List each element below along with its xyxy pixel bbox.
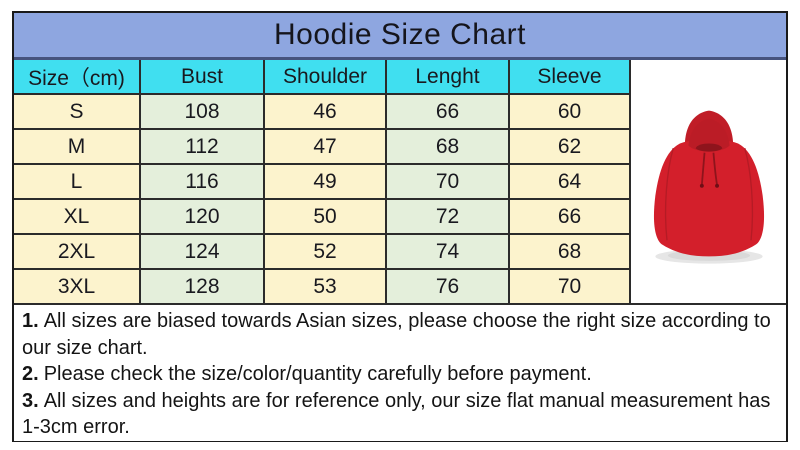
header-length: Lenght [385,60,510,95]
note-text: Please check the size/color/quantity car… [43,363,592,386]
header-bust: Bust [139,60,265,95]
note-number: 3. [22,389,39,412]
table-row: 2XL 124 52 74 68 [14,233,631,270]
cell-bust: 116 [139,163,265,200]
cell-sleeve: 68 [508,233,631,270]
cell-shoulder: 52 [263,233,387,270]
chart-title-bar: Hoodie Size Chart [14,13,786,60]
cell-shoulder: 46 [263,93,387,130]
size-chart-panel: Hoodie Size Chart Size（cm) Bust Shoulder… [12,11,788,442]
table-row: XL 120 50 72 66 [14,198,631,235]
note-line: 3. All sizes and heights are for referenc… [22,388,778,441]
cell-length: 70 [385,163,510,200]
cell-bust: 124 [139,233,265,270]
drawstring-tip-left [699,183,704,188]
cell-shoulder: 49 [263,163,387,200]
cell-sleeve: 70 [508,268,631,303]
cell-bust: 112 [139,128,265,165]
table-row: L 116 49 70 64 [14,163,631,200]
cell-sleeve: 62 [508,128,631,165]
drawstring-tip-right [714,183,719,188]
cell-size: XL [14,198,141,235]
cell-shoulder: 50 [263,198,387,235]
cell-size: M [14,128,141,165]
hoodie-drawstring-left [700,152,705,185]
size-table: Size（cm) Bust Shoulder Lenght Sleeve S 1… [14,60,631,303]
cell-size: 2XL [14,233,141,270]
cell-sleeve: 64 [508,163,631,200]
cell-sleeve: 66 [508,198,631,235]
note-line: 2. Please check the size/color/quantity c… [22,361,778,388]
cell-length: 68 [385,128,510,165]
header-shoulder: Shoulder [263,60,387,95]
cell-shoulder: 53 [263,268,387,303]
red-hoodie-image [653,110,764,264]
hoodie-hood-rim [687,118,730,152]
hoodie-hood-inner [695,143,722,152]
cell-length: 74 [385,233,510,270]
note-text: All sizes and heights are for reference … [22,389,771,439]
header-size: Size（cm) [14,60,141,95]
product-photo-panel [631,60,786,303]
hoodie-drawstring-right [712,152,718,186]
sleeve-seam-left [664,148,674,241]
cell-shoulder: 47 [263,128,387,165]
cell-sleeve: 60 [508,93,631,130]
note-number: 1. [22,310,39,332]
cell-bust: 128 [139,268,265,303]
cell-size: 3XL [14,268,141,303]
cell-bust: 108 [139,93,265,130]
cell-length: 76 [385,268,510,303]
table-row: M 112 47 68 62 [14,128,631,165]
note-text: All sizes are biased towards Asian sizes… [22,310,771,359]
table-row: 3XL 128 53 76 70 [14,268,631,303]
table-header-row: Size（cm) Bust Shoulder Lenght Sleeve [14,60,631,95]
header-sleeve: Sleeve [508,60,631,95]
hoodie-body [653,139,764,257]
note-line: 1. All sizes are biased towards Asian siz… [22,308,778,361]
chart-title: Hoodie Size Chart [274,18,526,51]
sleeve-seam-right [743,148,753,241]
table-zone: Size（cm) Bust Shoulder Lenght Sleeve S 1… [14,60,786,303]
size-chart-notes: 1. All sizes are biased towards Asian siz… [14,303,786,441]
cell-length: 72 [385,198,510,235]
note-number: 2. [22,363,39,386]
cell-bust: 120 [139,198,265,235]
table-row: S 108 46 66 60 [14,93,631,130]
cell-length: 66 [385,93,510,130]
cell-size: S [14,93,141,130]
cell-size: L [14,163,141,200]
